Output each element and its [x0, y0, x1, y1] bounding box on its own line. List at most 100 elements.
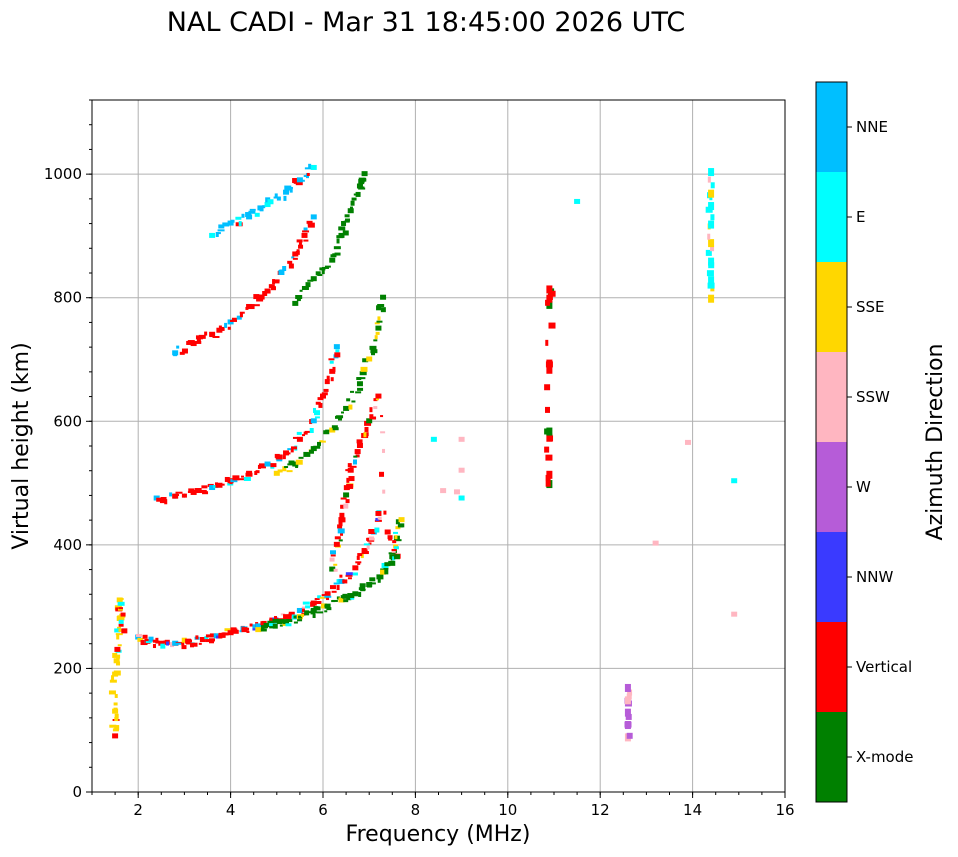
- echo-point: [296, 436, 303, 442]
- echo-point: [181, 645, 187, 650]
- echo-point: [298, 456, 304, 459]
- echo-point: [360, 553, 364, 559]
- echo-point: [324, 595, 332, 598]
- echo-point: [186, 639, 193, 645]
- echo-point: [334, 352, 341, 358]
- echo-point: [356, 183, 363, 189]
- echo-point: [352, 591, 359, 597]
- echo-point: [310, 600, 317, 606]
- echo-point: [137, 637, 144, 642]
- echo-point: [338, 226, 346, 231]
- data-points: [108, 163, 738, 742]
- echo-point: [264, 461, 271, 467]
- echo-point: [370, 349, 378, 354]
- echo-point: [308, 449, 314, 454]
- echo-point: [241, 627, 248, 633]
- echo-point: [274, 193, 278, 198]
- echo-point: [347, 577, 352, 580]
- x-axis: 2 4 6 8 10 12 14 16: [91, 792, 795, 819]
- echo-point: [255, 623, 262, 629]
- echo-point: [113, 658, 120, 664]
- echo-point: [279, 269, 285, 272]
- echo-point: [303, 227, 308, 231]
- echo-point: [544, 384, 551, 391]
- echo-point: [341, 411, 345, 414]
- echo-point: [375, 517, 380, 521]
- echo-point: [320, 440, 326, 443]
- echo-point: [363, 432, 367, 438]
- echo-point: [355, 454, 360, 458]
- echo-point: [307, 279, 314, 282]
- echo-point: [209, 331, 216, 337]
- echo-point: [307, 611, 313, 614]
- echo-point: [323, 430, 330, 435]
- echo-point: [310, 276, 317, 282]
- echo-point: [370, 582, 376, 585]
- echo-point: [218, 632, 226, 638]
- colorbar-segment-nne: [816, 82, 847, 172]
- echo-point: [331, 600, 336, 603]
- echo-point: [345, 499, 350, 504]
- echo-point: [316, 611, 324, 614]
- echo-point: [205, 634, 213, 638]
- echo-point: [376, 305, 382, 311]
- echo-point: [136, 633, 143, 637]
- echo-point: [113, 670, 121, 676]
- echo-point: [283, 195, 287, 201]
- echo-point: [379, 471, 385, 477]
- echo-point: [305, 605, 311, 609]
- echo-point: [545, 406, 551, 413]
- echo-point: [364, 426, 369, 432]
- echo-point: [211, 638, 215, 642]
- echo-point: [306, 172, 310, 176]
- echo-point: [118, 607, 123, 610]
- echo-point: [170, 642, 175, 648]
- echo-point: [287, 614, 292, 620]
- echo-point: [339, 574, 343, 578]
- echo-point: [155, 640, 160, 644]
- echo-point: [324, 604, 331, 607]
- echo-point: [140, 640, 148, 646]
- echo-point: [195, 340, 202, 344]
- echo-point: [393, 531, 399, 534]
- echo-point: [253, 294, 260, 300]
- echo-point: [302, 601, 310, 605]
- echo-point: [319, 596, 327, 599]
- echo-point: [356, 555, 360, 560]
- echo-point: [357, 387, 364, 391]
- echo-point: [305, 282, 311, 288]
- echo-point: [295, 459, 303, 465]
- echo-point: [256, 297, 264, 302]
- echo-point: [298, 242, 302, 248]
- echo-point: [321, 270, 325, 275]
- echo-point: [215, 482, 223, 488]
- echo-point: [114, 693, 118, 698]
- echo-point: [113, 702, 118, 706]
- echo-point: [458, 495, 465, 501]
- echo-point: [255, 470, 260, 474]
- echo-point: [548, 322, 556, 329]
- echo-point: [313, 445, 321, 449]
- echo-point: [391, 549, 397, 552]
- echo-point: [346, 477, 350, 483]
- echo-point: [708, 189, 715, 198]
- echo-point: [346, 483, 354, 489]
- echo-point: [303, 451, 311, 457]
- echo-point: [342, 230, 349, 236]
- echo-point: [332, 366, 336, 372]
- echo-point: [230, 628, 238, 633]
- echo-point: [310, 164, 317, 170]
- echo-point: [116, 661, 121, 666]
- echo-point: [264, 288, 271, 294]
- echo-point: [181, 637, 187, 643]
- echo-point: [191, 491, 196, 494]
- echo-point: [238, 221, 242, 227]
- echo-point: [249, 208, 256, 211]
- echo-point: [112, 733, 119, 739]
- echo-point: [347, 593, 355, 599]
- echo-point: [377, 577, 381, 583]
- echo-point: [340, 532, 344, 536]
- echo-point: [284, 452, 291, 455]
- echo-point: [329, 585, 336, 590]
- echo-point: [246, 214, 253, 220]
